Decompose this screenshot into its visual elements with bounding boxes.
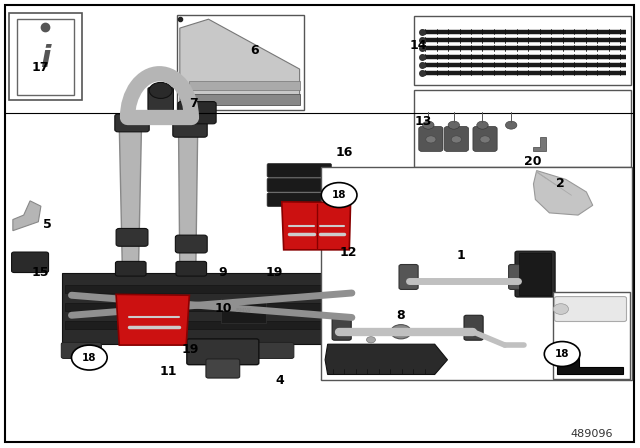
Circle shape xyxy=(451,136,461,143)
FancyBboxPatch shape xyxy=(253,342,294,358)
Text: 13: 13 xyxy=(414,115,432,128)
FancyBboxPatch shape xyxy=(444,126,468,151)
Text: 19: 19 xyxy=(181,343,198,356)
Text: 15: 15 xyxy=(32,267,49,280)
Text: 9: 9 xyxy=(218,267,227,280)
FancyBboxPatch shape xyxy=(12,252,49,272)
Polygon shape xyxy=(62,273,406,344)
Polygon shape xyxy=(65,303,403,311)
Polygon shape xyxy=(180,19,300,105)
FancyBboxPatch shape xyxy=(515,251,555,297)
FancyBboxPatch shape xyxy=(554,297,627,322)
Polygon shape xyxy=(325,344,447,375)
FancyBboxPatch shape xyxy=(206,359,240,378)
Text: 2: 2 xyxy=(556,177,564,190)
Circle shape xyxy=(367,336,376,343)
Polygon shape xyxy=(65,321,403,329)
FancyBboxPatch shape xyxy=(267,193,332,207)
Polygon shape xyxy=(65,285,403,293)
Circle shape xyxy=(448,121,460,129)
Text: 7: 7 xyxy=(189,97,198,110)
Polygon shape xyxy=(534,137,546,151)
FancyBboxPatch shape xyxy=(61,342,101,358)
Polygon shape xyxy=(189,81,300,90)
Bar xyxy=(321,167,632,380)
Circle shape xyxy=(72,345,107,370)
Polygon shape xyxy=(519,253,550,295)
Text: 8: 8 xyxy=(396,309,405,322)
FancyBboxPatch shape xyxy=(332,315,351,340)
Circle shape xyxy=(480,136,490,143)
Text: 4: 4 xyxy=(275,374,284,387)
Text: i: i xyxy=(40,44,51,73)
Text: 18: 18 xyxy=(555,349,570,359)
Circle shape xyxy=(422,121,434,129)
FancyBboxPatch shape xyxy=(267,178,332,192)
FancyBboxPatch shape xyxy=(267,164,332,177)
FancyBboxPatch shape xyxy=(187,339,259,365)
Polygon shape xyxy=(180,94,300,105)
FancyBboxPatch shape xyxy=(173,119,207,137)
Bar xyxy=(17,19,74,95)
Text: 5: 5 xyxy=(43,217,52,231)
FancyBboxPatch shape xyxy=(175,235,207,253)
Text: 17: 17 xyxy=(32,61,49,74)
Circle shape xyxy=(321,183,357,207)
Text: 20: 20 xyxy=(524,155,541,168)
Polygon shape xyxy=(119,122,141,274)
Text: 14: 14 xyxy=(409,39,427,52)
FancyBboxPatch shape xyxy=(178,102,216,124)
Polygon shape xyxy=(179,129,198,274)
Text: 10: 10 xyxy=(215,302,232,315)
Polygon shape xyxy=(13,201,41,231)
FancyBboxPatch shape xyxy=(115,261,146,276)
Bar xyxy=(414,90,631,167)
FancyBboxPatch shape xyxy=(116,228,148,246)
Text: 18: 18 xyxy=(82,353,97,362)
FancyBboxPatch shape xyxy=(509,264,528,289)
Circle shape xyxy=(506,121,517,129)
Bar xyxy=(414,16,631,85)
FancyBboxPatch shape xyxy=(399,264,418,289)
Bar xyxy=(177,15,304,111)
Bar xyxy=(9,13,83,100)
Text: 6: 6 xyxy=(250,44,259,57)
Text: 16: 16 xyxy=(336,146,353,159)
Polygon shape xyxy=(557,353,623,375)
Text: 19: 19 xyxy=(266,267,284,280)
Text: 489096: 489096 xyxy=(571,429,613,439)
Text: 11: 11 xyxy=(159,365,177,378)
FancyBboxPatch shape xyxy=(464,315,483,340)
Circle shape xyxy=(391,325,411,339)
FancyBboxPatch shape xyxy=(176,261,207,276)
Circle shape xyxy=(426,136,436,143)
Text: BMW: BMW xyxy=(236,308,252,313)
Circle shape xyxy=(149,82,172,99)
Bar xyxy=(552,292,630,379)
Bar xyxy=(221,298,266,323)
FancyBboxPatch shape xyxy=(419,126,443,151)
Circle shape xyxy=(477,121,488,129)
Circle shape xyxy=(544,341,580,366)
Text: 18: 18 xyxy=(332,190,346,200)
Text: 1: 1 xyxy=(457,249,466,262)
Polygon shape xyxy=(282,202,351,250)
Circle shape xyxy=(553,304,568,314)
Polygon shape xyxy=(534,171,593,215)
Polygon shape xyxy=(116,294,189,345)
FancyBboxPatch shape xyxy=(473,126,497,151)
Text: 12: 12 xyxy=(339,246,356,259)
FancyBboxPatch shape xyxy=(148,87,173,111)
FancyBboxPatch shape xyxy=(115,114,149,132)
